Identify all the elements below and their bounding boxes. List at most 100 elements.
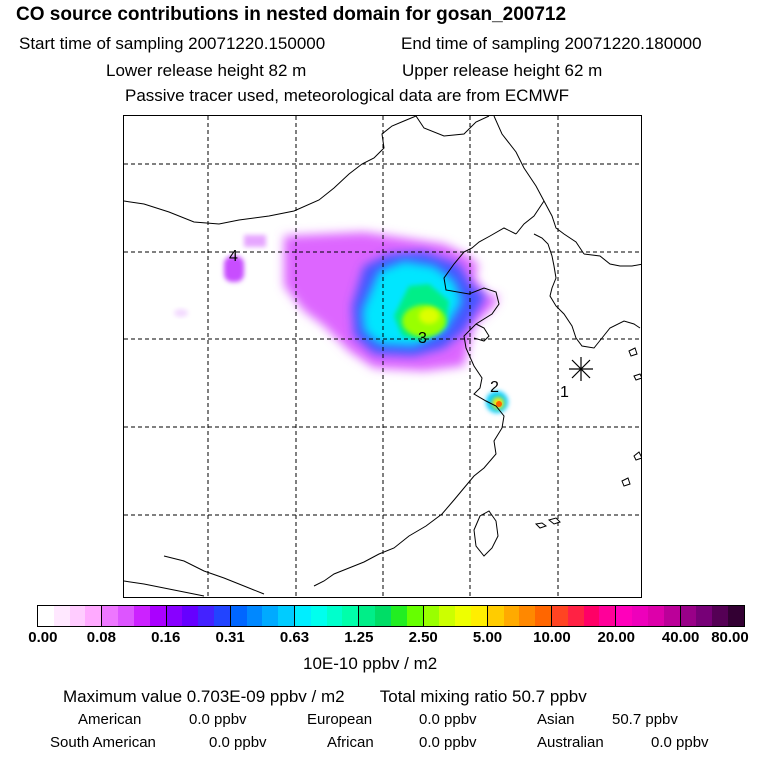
- taiwan-coastline: [473, 510, 499, 557]
- map-panel: 1 2 3 4: [123, 115, 642, 598]
- colorbar-swatch: [406, 606, 423, 626]
- colorbar-swatch: [358, 606, 376, 626]
- colorbar-swatch: [567, 606, 584, 626]
- coastline: [473, 323, 490, 342]
- colorbar-swatch: [198, 606, 214, 626]
- plume-fragment: [174, 309, 188, 317]
- korea-border: [583, 253, 641, 267]
- region-value-american: 0.0 ppbv: [189, 711, 247, 728]
- island: [534, 522, 548, 529]
- colorbar-swatch: [470, 606, 487, 626]
- coastline: [313, 251, 505, 587]
- map-canvas: 1 2 3 4: [124, 116, 641, 597]
- region-value-asian: 50.7 ppbv: [612, 711, 678, 728]
- colorbar-tick-label: 40.00: [661, 629, 700, 646]
- colorbar-swatch: [535, 606, 551, 626]
- receptor-marker: [569, 357, 593, 381]
- colorbar-swatch: [213, 606, 230, 626]
- colorbar-unit-label: 10E-10 ppbv / m2: [303, 654, 438, 673]
- region-name-asian: Asian: [537, 711, 575, 728]
- colorbar-swatch: [696, 606, 713, 626]
- plume-peak-center: [419, 308, 439, 324]
- total-mixing-ratio: Total mixing ratio 50.7 ppbv: [379, 687, 587, 706]
- colorbar: [37, 605, 745, 627]
- colorbar-swatch: [422, 606, 440, 626]
- island: [628, 347, 638, 357]
- colorbar-swatch: [375, 606, 391, 626]
- colorbar-swatch: [439, 606, 456, 626]
- colorbar-swatch: [503, 606, 520, 626]
- island: [633, 373, 641, 381]
- chart-title: CO source contributions in nested domain…: [16, 4, 567, 25]
- colorbar-swatch: [262, 606, 279, 626]
- source-label-2: 2: [490, 379, 499, 396]
- region-value-australian: 0.0 ppbv: [651, 734, 709, 751]
- country-border: [415, 116, 490, 137]
- maximum-value: Maximum value 0.703E-09 ppbv / m2: [63, 687, 345, 706]
- passive-tracer-note: Passive tracer used, meteorological data…: [125, 86, 570, 105]
- concentration-plume: [174, 232, 508, 413]
- colorbar-tick-label: 1.25: [344, 629, 374, 646]
- colorbar-tick-label: 80.00: [711, 629, 749, 646]
- colorbar-swatch: [53, 606, 70, 626]
- region-name-australian: Australian: [537, 734, 604, 751]
- source-label-1: 1: [560, 384, 569, 401]
- colorbar-swatch: [519, 606, 536, 626]
- region-value-south-american: 0.0 ppbv: [209, 734, 267, 751]
- colorbar-swatch: [455, 606, 471, 626]
- colorbar-swatch: [118, 606, 134, 626]
- colorbar-swatch: [679, 606, 697, 626]
- colorbar-swatch: [133, 606, 150, 626]
- colorbar-tick-label: 0.31: [215, 629, 245, 646]
- receptor-line: [571, 359, 591, 379]
- colorbar-tick-label: 10.00: [533, 629, 571, 646]
- colorbar-tick-label: 5.00: [472, 629, 503, 646]
- coastline: [463, 227, 517, 253]
- lower-release-height: Lower release height 82 m: [106, 61, 307, 80]
- colorbar-swatch: [165, 606, 183, 626]
- colorbar-swatch: [326, 606, 343, 626]
- island: [547, 517, 561, 525]
- colorbar-swatch: [246, 606, 263, 626]
- country-border: [124, 580, 205, 597]
- colorbar-tick-label: 0.08: [86, 629, 116, 646]
- colorbar-swatch: [390, 606, 407, 626]
- colorbar-swatch: [583, 606, 600, 626]
- source-label-4: 4: [229, 248, 238, 265]
- korea-border: [543, 200, 585, 255]
- plume-fragment: [244, 235, 266, 247]
- colorbar-swatch: [342, 606, 359, 626]
- colorbar-swatch: [278, 606, 294, 626]
- colorbar-swatch: [663, 606, 680, 626]
- colorbar-swatch: [149, 606, 166, 626]
- island: [621, 477, 631, 487]
- korea-coastline: [533, 233, 641, 349]
- colorbar-swatch: [101, 606, 119, 626]
- upper-release-height: Upper release height 62 m: [402, 61, 603, 80]
- colorbar-swatch: [38, 606, 54, 626]
- sampling-end-time: End time of sampling 20071220.180000: [401, 34, 702, 53]
- summary-line: Maximum value 0.703E-09 ppbv / m2 Total …: [63, 687, 587, 707]
- colorbar-tick-label: 2.50: [408, 629, 438, 646]
- lat-lon-grid: [124, 116, 641, 597]
- island: [633, 451, 641, 461]
- colorbar-swatch: [632, 606, 648, 626]
- colorbar-tick-label: 0.00: [28, 629, 58, 646]
- colorbar-swatch: [551, 606, 568, 626]
- colorbar-swatch: [182, 606, 199, 626]
- colorbar-swatch: [310, 606, 327, 626]
- colorbar-swatch: [294, 606, 311, 626]
- region-name-american: American: [78, 711, 142, 728]
- plume-fragment: [224, 256, 244, 282]
- source-label-3: 3: [418, 330, 427, 347]
- coastlines: [124, 116, 641, 597]
- colorbar-tick-label: 0.63: [279, 629, 310, 646]
- colorbar-tick-label: 0.16: [151, 629, 181, 646]
- colorbar-swatch: [486, 606, 504, 626]
- colorbar-swatch: [615, 606, 633, 626]
- colorbar-swatch: [727, 606, 744, 626]
- region-name-south-american: South American: [50, 734, 156, 751]
- colorbar-tick-label: 20.00: [597, 629, 636, 646]
- sampling-start-time: Start time of sampling 20071220.150000: [19, 34, 326, 53]
- country-border: [124, 116, 417, 225]
